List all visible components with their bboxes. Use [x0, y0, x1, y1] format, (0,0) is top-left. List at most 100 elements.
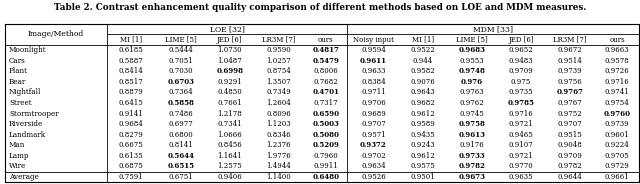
Text: 0.9752: 0.9752 [557, 110, 582, 118]
Text: 0.7591: 0.7591 [119, 173, 143, 181]
Text: Noisy input: Noisy input [353, 36, 394, 44]
Text: 0.9716: 0.9716 [509, 110, 534, 118]
Text: 0.9673: 0.9673 [459, 173, 486, 181]
Text: LR3M [7]: LR3M [7] [554, 36, 587, 44]
Text: 0.9770: 0.9770 [509, 162, 534, 170]
Text: Landmark: Landmark [9, 131, 46, 139]
Text: 0.9224: 0.9224 [605, 141, 629, 149]
Text: LR3M [7]: LR3M [7] [262, 36, 296, 44]
Text: 0.9582: 0.9582 [411, 67, 435, 75]
Text: 0.9578: 0.9578 [605, 57, 629, 65]
Text: 0.6515: 0.6515 [167, 162, 195, 170]
Text: 0.9613: 0.9613 [459, 131, 486, 139]
Text: 0.9689: 0.9689 [361, 110, 386, 118]
Text: 0.8517: 0.8517 [119, 78, 143, 86]
Text: LIME [5]: LIME [5] [456, 36, 488, 44]
Text: Man: Man [9, 141, 26, 149]
Text: 0.7960: 0.7960 [314, 152, 338, 160]
Text: 0.9683: 0.9683 [459, 46, 486, 54]
Text: 0.9709: 0.9709 [509, 67, 534, 75]
Text: 0.7682: 0.7682 [314, 78, 338, 86]
Text: 1.0257: 1.0257 [266, 57, 291, 65]
Text: 0.5644: 0.5644 [167, 152, 195, 160]
Text: 0.8096: 0.8096 [266, 110, 291, 118]
Text: 0.9635: 0.9635 [509, 173, 533, 181]
Text: 0.9589: 0.9589 [411, 120, 435, 128]
Text: 0.6480: 0.6480 [312, 173, 339, 181]
Text: 0.9763: 0.9763 [460, 89, 484, 96]
Text: 0.944: 0.944 [413, 57, 433, 65]
Text: 0.6977: 0.6977 [168, 120, 193, 128]
Text: 0.9291: 0.9291 [218, 78, 242, 86]
Text: 0.9721: 0.9721 [509, 152, 534, 160]
Text: 1.2178: 1.2178 [218, 110, 242, 118]
Text: 0.8279: 0.8279 [119, 131, 143, 139]
Text: 0.8754: 0.8754 [266, 67, 291, 75]
Text: 0.9705: 0.9705 [605, 152, 629, 160]
Text: 0.9709: 0.9709 [557, 152, 582, 160]
Text: 0.9745: 0.9745 [460, 110, 484, 118]
Text: 0.5444: 0.5444 [168, 46, 193, 54]
Text: 0.9707: 0.9707 [557, 120, 582, 128]
Text: 0.6998: 0.6998 [216, 67, 243, 75]
Text: 0.9716: 0.9716 [605, 78, 629, 86]
Text: 0.9684: 0.9684 [119, 120, 143, 128]
Text: 1.0487: 1.0487 [218, 57, 242, 65]
Text: 0.9785: 0.9785 [508, 99, 534, 107]
Text: 0.9575: 0.9575 [411, 162, 435, 170]
Text: 1.3507: 1.3507 [266, 78, 291, 86]
Text: 0.9601: 0.9601 [605, 131, 629, 139]
Text: 0.9758: 0.9758 [459, 120, 486, 128]
Text: Stormtrooper: Stormtrooper [9, 110, 59, 118]
Text: 0.9762: 0.9762 [460, 99, 484, 107]
Text: 1.2575: 1.2575 [218, 162, 242, 170]
Text: 0.7317: 0.7317 [314, 99, 338, 107]
Text: 0.9612: 0.9612 [411, 152, 435, 160]
Text: 0.9644: 0.9644 [557, 173, 582, 181]
Text: 0.9672: 0.9672 [557, 46, 582, 54]
Text: Table 2. Contrast enhancement quality comparison of different methods based on L: Table 2. Contrast enhancement quality co… [54, 3, 586, 12]
Text: MI [1]: MI [1] [120, 36, 142, 44]
Text: 0.9726: 0.9726 [605, 67, 629, 75]
Text: 0.5858: 0.5858 [168, 99, 195, 107]
Text: 0.4701: 0.4701 [312, 89, 339, 96]
Text: JED [6]: JED [6] [217, 36, 243, 44]
Text: Plant: Plant [9, 67, 28, 75]
Text: 0.8141: 0.8141 [168, 141, 193, 149]
Text: 0.7030: 0.7030 [168, 67, 193, 75]
Text: 0.9760: 0.9760 [604, 110, 630, 118]
Text: 0.9702: 0.9702 [361, 152, 386, 160]
Text: 0.9483: 0.9483 [509, 57, 533, 65]
Text: 0.9435: 0.9435 [411, 131, 435, 139]
Text: 0.7486: 0.7486 [168, 110, 193, 118]
Text: MI [1]: MI [1] [412, 36, 434, 44]
Text: ours: ours [318, 36, 333, 44]
Text: 0.7661: 0.7661 [218, 99, 242, 107]
Text: 0.5003: 0.5003 [312, 120, 339, 128]
Text: 0.9594: 0.9594 [361, 46, 386, 54]
Text: 0.9707: 0.9707 [361, 120, 386, 128]
Text: Cars: Cars [9, 57, 26, 65]
Text: 0.9514: 0.9514 [557, 57, 582, 65]
Text: 0.9729: 0.9729 [605, 162, 629, 170]
Text: 0.9590: 0.9590 [266, 46, 291, 54]
Text: LIME [5]: LIME [5] [165, 36, 196, 44]
Text: JED [6]: JED [6] [508, 36, 534, 44]
Text: 0.6703: 0.6703 [168, 78, 195, 86]
Text: 1.9776: 1.9776 [266, 152, 291, 160]
Text: 0.9721: 0.9721 [509, 120, 534, 128]
Text: 0.6590: 0.6590 [312, 110, 339, 118]
Text: Average: Average [9, 173, 39, 181]
Text: 0.9663: 0.9663 [605, 46, 629, 54]
Text: Lamp: Lamp [9, 152, 29, 160]
Text: 0.9243: 0.9243 [411, 141, 435, 149]
Text: 0.9176: 0.9176 [460, 141, 484, 149]
Text: 0.9522: 0.9522 [411, 46, 435, 54]
Text: 0.9661: 0.9661 [605, 173, 629, 181]
Text: LOE [32]: LOE [32] [210, 25, 244, 33]
Text: 0.5080: 0.5080 [312, 131, 339, 139]
Text: 0.6875: 0.6875 [119, 162, 143, 170]
Text: 0.9735: 0.9735 [509, 89, 533, 96]
Text: 0.6751: 0.6751 [168, 173, 193, 181]
Text: 0.975: 0.975 [511, 78, 531, 86]
